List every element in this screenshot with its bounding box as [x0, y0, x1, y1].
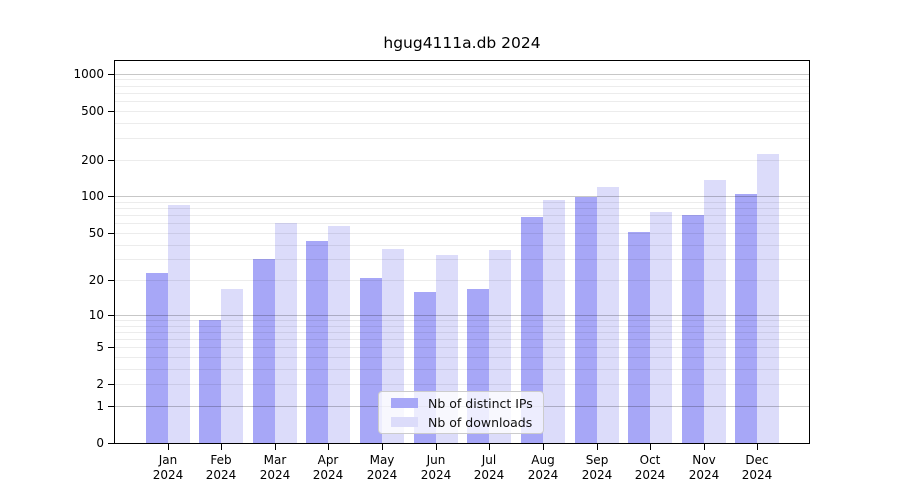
legend-label: Nb of downloads	[428, 414, 533, 430]
y-tick-mark	[108, 315, 114, 316]
y-tick-label: 50	[88, 226, 104, 240]
bar-nb-of-distinct-ips-aug	[520, 216, 543, 443]
x-tick-mark	[168, 444, 169, 450]
x-tick-label: Jan 2024	[152, 453, 184, 482]
y-tick-label: 20	[88, 273, 104, 287]
x-tick-label: Jul 2024	[473, 453, 505, 482]
x-tick-label: Jun 2024	[420, 453, 452, 482]
bar-nb-of-distinct-ips-jan	[145, 273, 168, 443]
bar-nb-of-downloads-aug	[542, 200, 565, 443]
y-tick-mark	[108, 347, 114, 348]
x-tick-label: Dec 2024	[741, 453, 773, 482]
y-tick-mark	[108, 443, 114, 444]
x-tick-label: Apr 2024	[312, 453, 344, 482]
y-tick-mark	[108, 111, 114, 112]
y-tick-label: 1000	[73, 67, 104, 81]
y-tick-mark	[108, 160, 114, 161]
bar-nb-of-downloads-feb	[221, 288, 244, 443]
x-tick-label: Sep 2024	[581, 453, 613, 482]
x-tick-label: Aug 2024	[527, 453, 559, 482]
bar-nb-of-downloads-jan	[167, 204, 190, 443]
gridline-minor	[115, 79, 809, 80]
x-tick-mark	[650, 444, 651, 450]
x-tick-mark	[382, 444, 383, 450]
y-tick-mark	[108, 196, 114, 197]
y-tick-label: 10	[88, 308, 104, 322]
bar-nb-of-downloads-oct	[650, 211, 673, 443]
x-tick-mark	[704, 444, 705, 450]
x-tick-mark	[543, 444, 544, 450]
gridline-minor	[115, 101, 809, 102]
x-tick-label: Nov 2024	[688, 453, 720, 482]
y-tick-label: 5	[96, 340, 104, 354]
gridline-major	[115, 74, 809, 75]
gridline-minor	[115, 86, 809, 87]
y-tick-label: 0	[96, 436, 104, 450]
y-tick-label: 500	[81, 104, 104, 118]
bar-nb-of-distinct-ips-oct	[628, 231, 651, 443]
x-tick-mark	[489, 444, 490, 450]
x-tick-label: May 2024	[366, 453, 398, 482]
x-tick-label: Feb 2024	[205, 453, 237, 482]
y-tick-mark	[108, 233, 114, 234]
x-tick-mark	[221, 444, 222, 450]
legend-swatch-downloads	[391, 417, 418, 427]
gridline-minor	[115, 138, 809, 139]
y-tick-mark	[108, 384, 114, 385]
x-tick-mark	[597, 444, 598, 450]
y-tick-mark	[108, 406, 114, 407]
x-tick-mark	[757, 444, 758, 450]
y-tick-label: 100	[81, 189, 104, 203]
bar-nb-of-distinct-ips-feb	[199, 319, 222, 443]
legend-item-downloads: Nb of downloads	[387, 415, 535, 430]
bar-nb-of-downloads-mar	[274, 223, 297, 443]
bar-nb-of-downloads-sep	[596, 186, 619, 443]
bar-nb-of-downloads-apr	[328, 225, 351, 443]
y-tick-label: 2	[96, 377, 104, 391]
legend-label: Nb of distinct IPs	[428, 395, 533, 411]
gridline-minor	[115, 93, 809, 94]
legend-swatch-distinct-ips	[391, 398, 418, 408]
y-tick-label: 200	[81, 153, 104, 167]
x-tick-label: Oct 2024	[634, 453, 666, 482]
bar-nb-of-downloads-nov	[703, 180, 726, 443]
gridline-minor	[115, 111, 809, 112]
chart-title: hgug4111a.db 2024	[383, 34, 541, 52]
bar-nb-of-distinct-ips-mar	[252, 259, 275, 443]
x-tick-label: Mar 2024	[259, 453, 291, 482]
bar-nb-of-distinct-ips-may	[360, 277, 383, 443]
y-tick-mark	[108, 74, 114, 75]
gridline-minor	[115, 123, 809, 124]
x-tick-mark	[275, 444, 276, 450]
bar-nb-of-downloads-dec	[757, 154, 780, 443]
y-tick-label: 1	[96, 399, 104, 413]
legend: Nb of distinct IPs Nb of downloads	[378, 391, 544, 434]
legend-item-distinct-ips: Nb of distinct IPs	[387, 396, 535, 411]
bar-nb-of-distinct-ips-sep	[574, 197, 597, 443]
x-tick-mark	[436, 444, 437, 450]
bar-nb-of-distinct-ips-apr	[306, 240, 329, 443]
bar-nb-of-distinct-ips-nov	[681, 215, 704, 443]
x-tick-mark	[328, 444, 329, 450]
y-tick-mark	[108, 280, 114, 281]
bar-nb-of-distinct-ips-dec	[735, 194, 758, 443]
gridline-minor	[115, 160, 809, 161]
